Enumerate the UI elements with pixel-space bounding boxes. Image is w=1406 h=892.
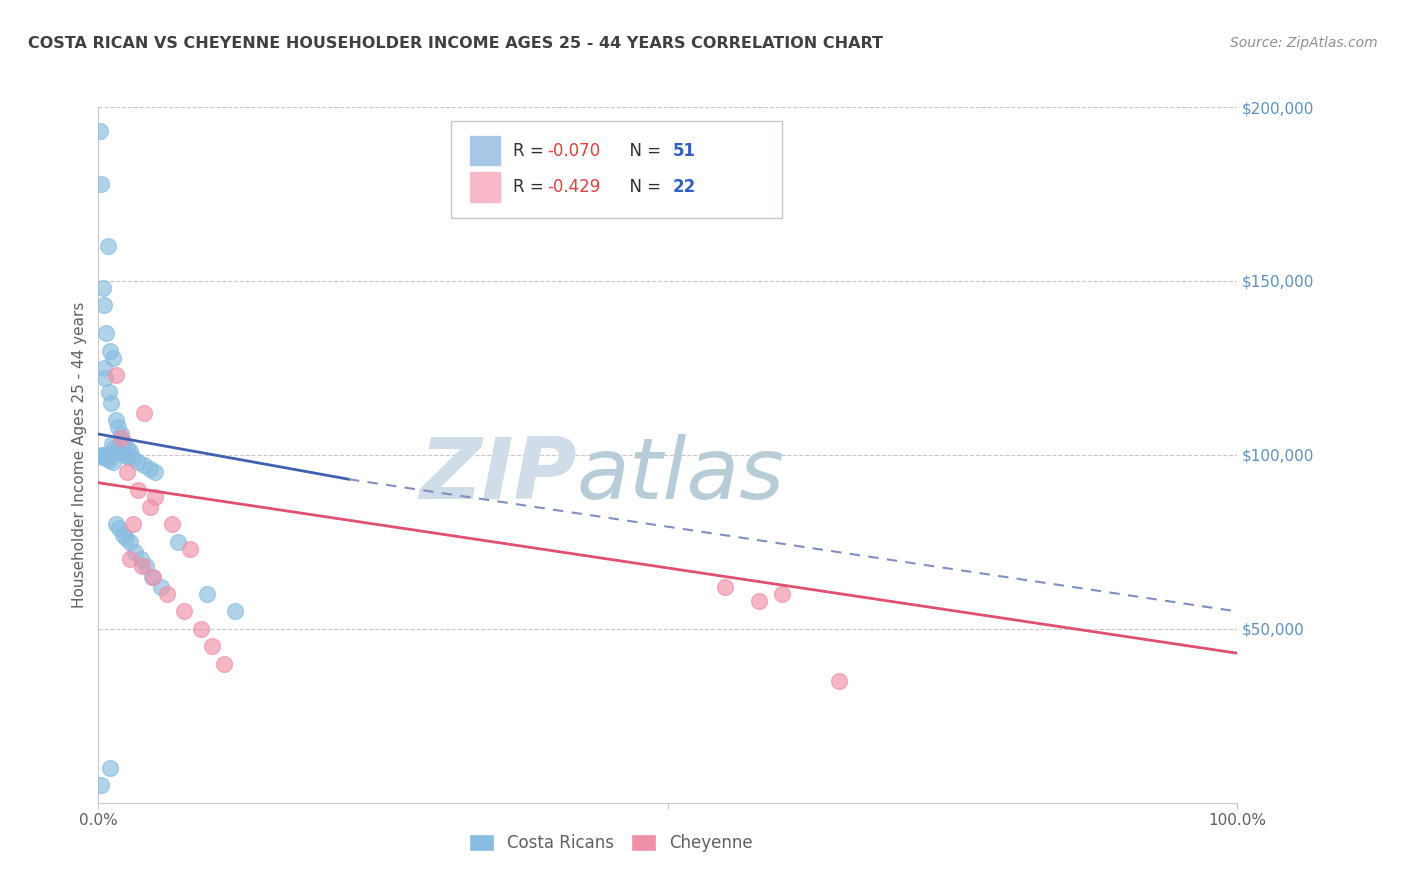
Point xyxy=(138,500,160,514)
Point xyxy=(104,413,127,427)
Point xyxy=(101,437,124,451)
Point xyxy=(120,552,142,566)
Point xyxy=(112,434,135,448)
Point xyxy=(156,587,179,601)
Point xyxy=(94,371,117,385)
Point xyxy=(96,239,118,253)
Point xyxy=(103,351,125,365)
Text: N =: N = xyxy=(619,142,666,160)
Point xyxy=(108,444,131,458)
Point xyxy=(115,441,138,455)
Point xyxy=(131,559,153,574)
FancyBboxPatch shape xyxy=(451,121,782,219)
FancyBboxPatch shape xyxy=(470,136,501,166)
Point xyxy=(124,545,146,559)
Point xyxy=(173,605,195,619)
Point xyxy=(101,455,124,469)
Point xyxy=(127,483,149,497)
Point xyxy=(117,450,139,464)
Point xyxy=(90,448,112,462)
Point xyxy=(142,570,165,584)
Point xyxy=(90,177,112,191)
Point xyxy=(96,326,118,340)
Point xyxy=(748,594,770,608)
Point xyxy=(224,605,246,619)
Point xyxy=(100,395,122,409)
Point xyxy=(93,448,115,462)
Legend: Costa Ricans, Cheyenne: Costa Ricans, Cheyenne xyxy=(464,829,758,857)
Point xyxy=(103,441,125,455)
Point xyxy=(121,451,143,466)
Text: Source: ZipAtlas.com: Source: ZipAtlas.com xyxy=(1230,36,1378,50)
Point xyxy=(111,528,134,542)
Point xyxy=(93,360,115,375)
Text: COSTA RICAN VS CHEYENNE HOUSEHOLDER INCOME AGES 25 - 44 YEARS CORRELATION CHART: COSTA RICAN VS CHEYENNE HOUSEHOLDER INCO… xyxy=(28,36,883,51)
Point xyxy=(118,534,141,549)
Text: -0.429: -0.429 xyxy=(547,178,600,196)
Point xyxy=(115,532,138,546)
Point xyxy=(127,455,149,469)
Point xyxy=(104,368,127,382)
Text: R =: R = xyxy=(513,142,548,160)
Point xyxy=(201,639,224,653)
Point xyxy=(138,462,160,476)
Point xyxy=(98,761,121,775)
Text: 22: 22 xyxy=(672,178,696,196)
Y-axis label: Householder Income Ages 25 - 44 years: Householder Income Ages 25 - 44 years xyxy=(72,301,87,608)
Point xyxy=(145,490,167,504)
Point xyxy=(108,521,131,535)
Text: atlas: atlas xyxy=(576,434,785,517)
FancyBboxPatch shape xyxy=(470,172,501,202)
Text: R =: R = xyxy=(513,178,548,196)
Point xyxy=(105,517,128,532)
Point xyxy=(828,674,851,689)
Point xyxy=(150,580,173,594)
Text: ZIP: ZIP xyxy=(419,434,576,517)
Point xyxy=(135,559,157,574)
Point xyxy=(129,552,152,566)
Text: -0.070: -0.070 xyxy=(547,142,600,160)
Point xyxy=(120,444,142,458)
Point xyxy=(179,541,201,556)
Point xyxy=(190,622,212,636)
Point xyxy=(167,534,190,549)
Point xyxy=(714,580,737,594)
Point xyxy=(110,427,132,442)
Point xyxy=(141,570,163,584)
Point xyxy=(115,466,138,480)
Point xyxy=(97,385,120,400)
Point xyxy=(93,298,115,312)
Point xyxy=(195,587,218,601)
Point xyxy=(91,281,114,295)
Point xyxy=(132,406,155,420)
Point xyxy=(770,587,793,601)
Text: 51: 51 xyxy=(672,142,696,160)
Point xyxy=(98,343,121,358)
Point xyxy=(90,778,112,793)
Point xyxy=(98,453,121,467)
Point xyxy=(91,450,114,464)
Point xyxy=(212,657,235,671)
Text: N =: N = xyxy=(619,178,666,196)
Point xyxy=(132,458,155,473)
Point xyxy=(107,420,129,434)
Point xyxy=(105,442,128,457)
Point xyxy=(121,517,143,532)
Point xyxy=(114,448,136,462)
Point xyxy=(145,466,167,480)
Point xyxy=(89,124,111,138)
Point xyxy=(110,430,132,444)
Point xyxy=(162,517,184,532)
Point xyxy=(96,451,118,466)
Point xyxy=(111,446,134,460)
